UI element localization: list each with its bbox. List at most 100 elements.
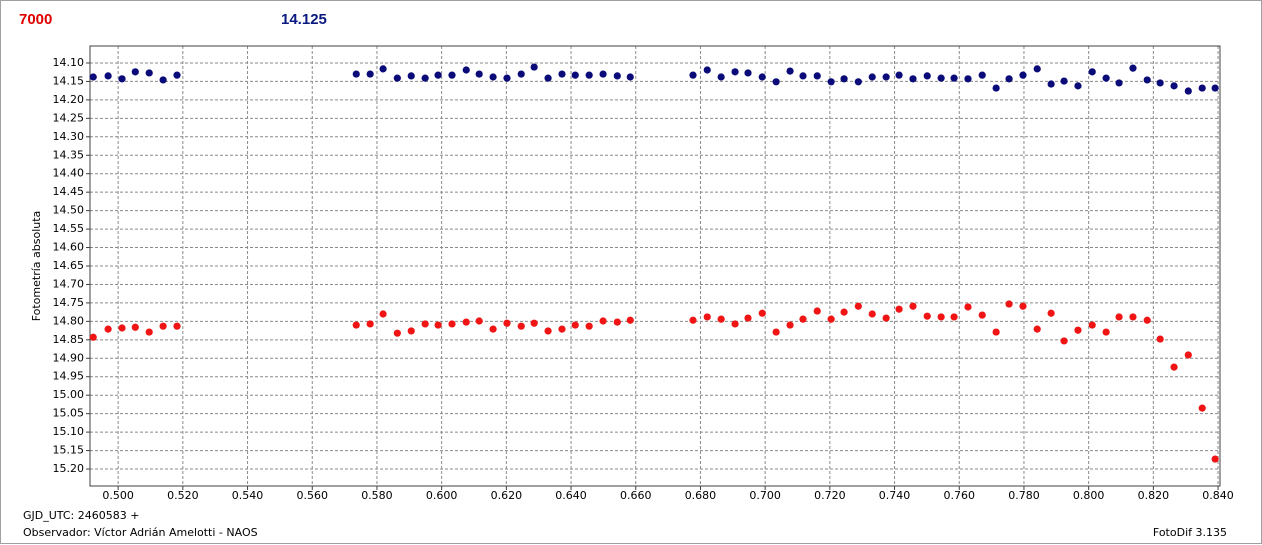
y-tick-label: 14.85 [53,333,85,346]
data-point [503,319,511,327]
data-point [544,327,552,335]
x-tick-label: 0.840 [1202,489,1234,502]
data-point [758,73,766,81]
data-point [613,318,621,326]
data-point [854,78,862,86]
y-tick-label: 14.10 [53,56,85,69]
y-tick-label: 14.35 [53,148,85,161]
y-tick-label: 15.10 [53,425,85,438]
data-point [1019,302,1027,310]
x-tick-label: 0.780 [1008,489,1040,502]
data-point [1060,77,1068,85]
data-point [489,73,497,81]
data-point [1033,65,1041,73]
data-point [1198,84,1206,92]
data-point [393,329,401,337]
data-point [599,317,607,325]
data-point [131,323,139,331]
data-point [145,328,153,336]
data-point [393,74,401,82]
data-point [104,325,112,333]
data-point [799,72,807,80]
data-point [558,325,566,333]
data-point [489,325,497,333]
x-tick-label: 0.500 [102,489,134,502]
data-point [173,71,181,79]
data-point [689,316,697,324]
data-point [786,67,794,75]
data-point [964,75,972,83]
y-tick-label: 14.25 [53,111,85,124]
data-point [717,73,725,81]
data-point [882,73,890,81]
data-point [517,70,525,78]
data-point [1184,87,1192,95]
data-point [799,315,807,323]
y-tick-label: 15.05 [53,407,85,420]
data-point [854,302,862,310]
data-point [868,73,876,81]
data-point [827,78,835,86]
data-point [407,72,415,80]
data-point [448,71,456,79]
data-point [613,72,621,80]
data-point [159,322,167,330]
data-point [1143,76,1151,84]
data-point [159,76,167,84]
data-point [434,71,442,79]
data-point [1047,80,1055,88]
data-point [407,327,415,335]
data-point [571,71,579,79]
data-point [786,321,794,329]
data-point [118,75,126,83]
data-point [978,311,986,319]
data-point [1211,84,1219,92]
y-tick-label: 14.80 [53,314,85,327]
y-tick-label: 14.65 [53,259,85,272]
data-point [731,320,739,328]
data-point [462,66,470,74]
data-point [1170,363,1178,371]
data-point [895,71,903,79]
data-point [421,74,429,82]
y-tick-label: 14.15 [53,74,85,87]
data-point [530,63,538,71]
data-point [1102,328,1110,336]
data-point [1005,75,1013,83]
data-point [909,75,917,83]
header-right-label: 14.125 [281,11,327,28]
x-tick-label: 0.800 [1073,489,1105,502]
x-tick-label: 0.560 [296,489,328,502]
data-point [895,305,903,313]
observer: Observador: Víctor Adrián Amelotti - NAO… [23,526,258,539]
data-point [131,68,139,76]
data-point [1019,71,1027,79]
data-point [89,73,97,81]
data-point [434,321,442,329]
data-point [744,69,752,77]
data-point [585,322,593,330]
y-tick-label: 15.15 [53,444,85,457]
x-tick-label: 0.600 [426,489,458,502]
data-point [379,310,387,318]
data-point [937,313,945,321]
data-point [703,313,711,321]
x-tick-label: 0.680 [685,489,717,502]
data-point [462,318,470,326]
data-point [173,322,181,330]
data-point [544,74,552,82]
data-point [626,73,634,81]
y-tick-label: 14.40 [53,167,85,180]
data-point [717,315,725,323]
data-point [1074,326,1082,334]
data-point [1184,351,1192,359]
data-point [1170,82,1178,90]
data-point [909,302,917,310]
data-point [1211,455,1219,463]
data-point [937,74,945,82]
data-point [964,303,972,311]
y-tick-label: 15.00 [53,388,85,401]
data-point [145,69,153,77]
data-point [689,71,697,79]
data-point [1074,82,1082,90]
